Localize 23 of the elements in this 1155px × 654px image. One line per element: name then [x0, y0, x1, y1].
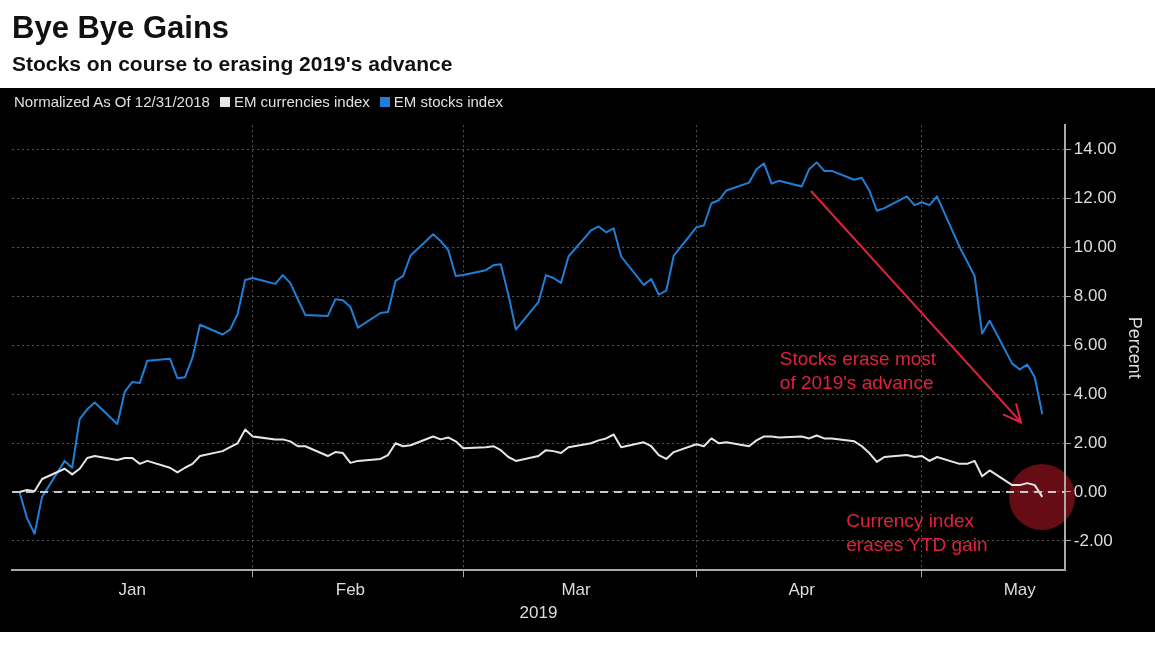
y-tick-label: 4.00 [1073, 383, 1107, 403]
x-tick-label: Apr [788, 580, 816, 600]
legend-title: Normalized As Of 12/31/2018 [14, 93, 210, 110]
legend-label: EM currencies index [233, 93, 370, 110]
y-tick-label: 6.00 [1073, 334, 1107, 354]
y-tick-label: 8.00 [1073, 286, 1107, 306]
x-tick-label: Jan [118, 580, 147, 600]
y-tick-label: -2.00 [1073, 530, 1113, 550]
chart-title: Bye Bye Gains [12, 10, 230, 46]
x-axis-title: 2019 [519, 603, 558, 623]
chart-subtitle: Stocks on course to erasing 2019's advance [12, 52, 453, 76]
y-tick-label: 2.00 [1073, 432, 1107, 452]
annotation: Stocks erase most of 2019's advance [779, 346, 938, 395]
y-axis-title: Percent [1125, 316, 1146, 379]
annotation: Currency index erases YTD gain [846, 508, 989, 557]
y-tick-label: 14.00 [1073, 139, 1117, 159]
x-tick-label: Mar [561, 580, 592, 600]
x-tick-label: May [1003, 580, 1037, 600]
legend-label: EM stocks index [393, 93, 504, 110]
x-tick-label: Feb [335, 580, 366, 600]
y-tick-label: 0.00 [1073, 481, 1107, 501]
y-tick-label: 10.00 [1073, 237, 1117, 257]
y-tick-label: 12.00 [1073, 188, 1117, 208]
